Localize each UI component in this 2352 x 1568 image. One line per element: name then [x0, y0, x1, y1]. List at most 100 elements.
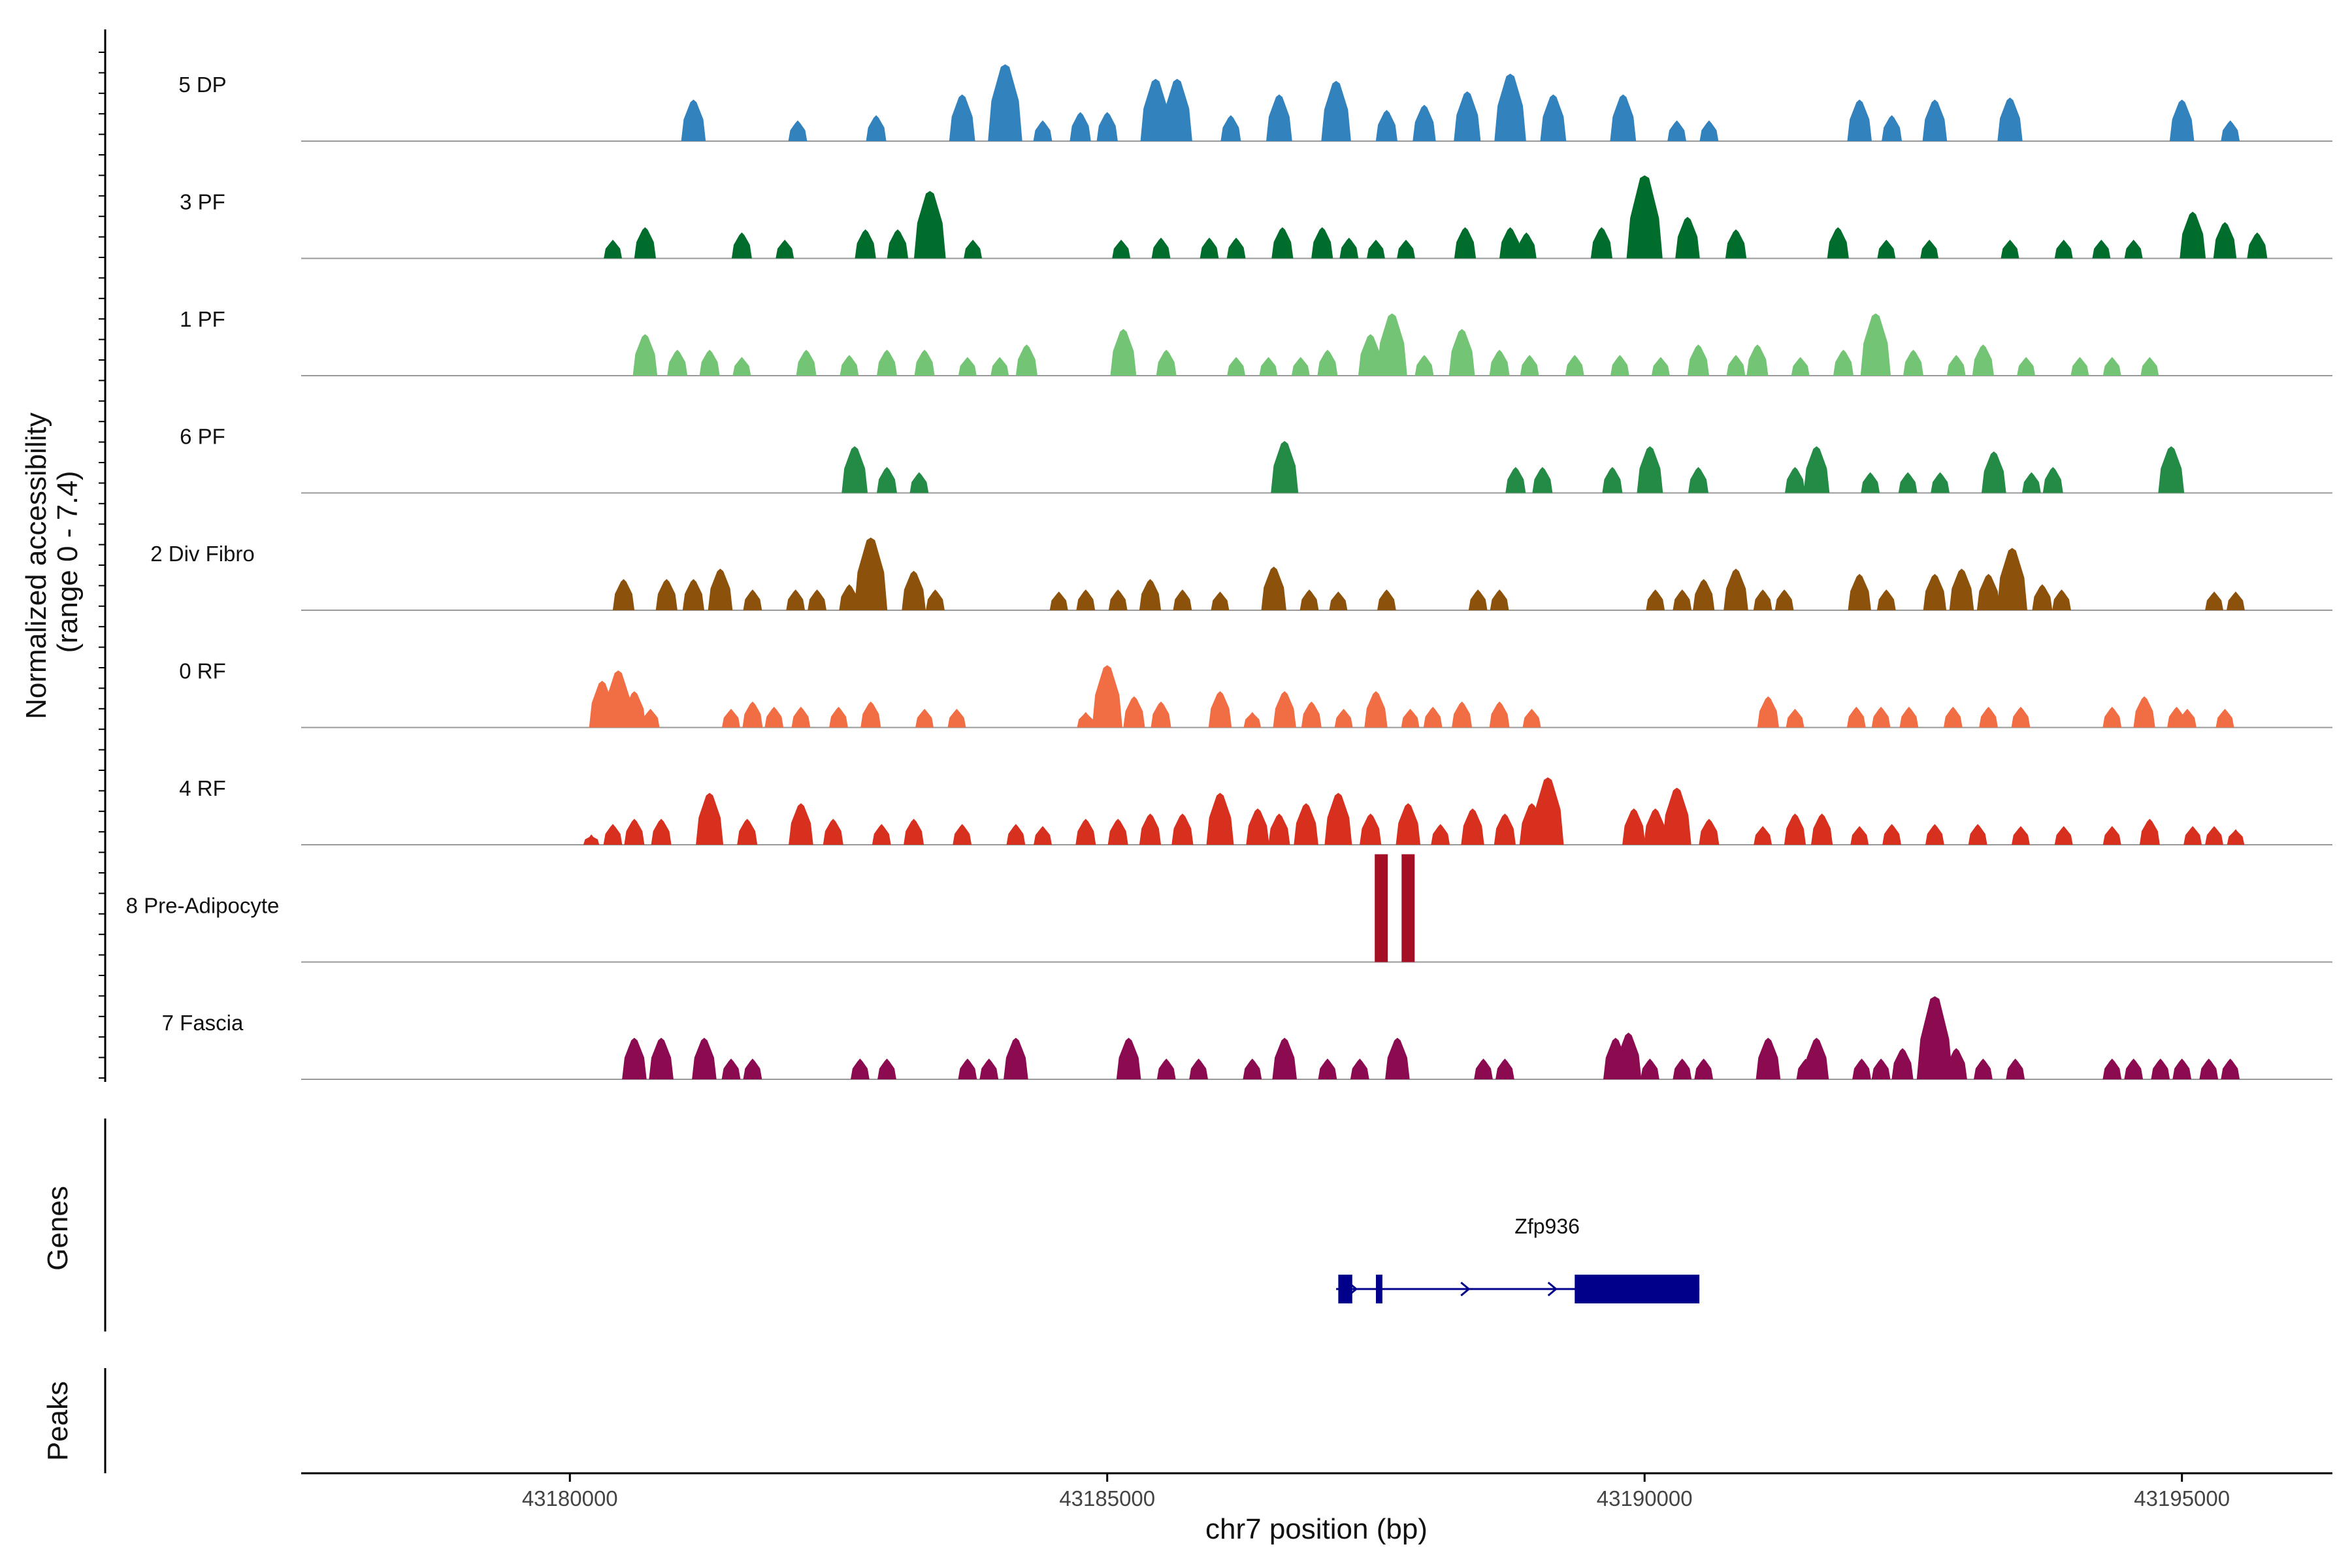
coverage-peak [1271, 227, 1294, 259]
coverage-peak [1324, 792, 1352, 845]
coverage-peak [1377, 589, 1396, 610]
coverage-peak [914, 191, 946, 259]
gene-exon [1338, 1275, 1352, 1303]
coverage-peak [979, 1058, 999, 1079]
coverage-peak [1753, 589, 1772, 610]
coverage-peak [887, 229, 909, 259]
coverage-peak [1243, 1058, 1262, 1079]
coverage-peak [2221, 1058, 2240, 1079]
coverage-peak [1211, 591, 1230, 610]
coverage-peak [1139, 813, 1162, 845]
coverage-peak [743, 589, 762, 610]
coverage-peak [1876, 589, 1896, 610]
coverage-peak [1931, 472, 1950, 493]
coverage-peak [947, 708, 966, 728]
track-6: 4 RF [179, 776, 2332, 845]
coverage-peak [1070, 112, 1091, 141]
coverage-peak [990, 357, 1009, 376]
coverage-peak [2022, 472, 2041, 493]
coverage-peak [1220, 115, 1241, 141]
coverage-peak [1360, 813, 1382, 845]
coverage-peak [953, 824, 972, 845]
coverage-peak [1226, 237, 1246, 259]
coverage-peak [696, 792, 724, 845]
coverage-peak [1757, 696, 1779, 728]
coverage-peak [2221, 120, 2240, 141]
coverage-peak [1946, 355, 1966, 376]
coverage-peak [926, 589, 945, 610]
coverage-peak [1489, 701, 1510, 728]
coverage-peak [1505, 466, 1526, 493]
coverage-peak [915, 708, 934, 728]
coverage-peak [2102, 826, 2121, 845]
coverage-peak [1227, 357, 1246, 376]
coverage-peak [2042, 466, 2063, 493]
coverage-peak [1271, 441, 1299, 493]
coverage-peak [1033, 120, 1053, 141]
coverage-peak [1123, 696, 1145, 728]
coverage-peak [1076, 589, 1096, 610]
x-axis-ticks: 43180000 43185000 43190000 43195000 [522, 1473, 2230, 1511]
coverage-peak [1945, 1048, 1967, 1079]
coverage-peak [1401, 708, 1420, 728]
track-0: 5 DP [178, 64, 2332, 142]
track-label: 7 Fascia [162, 1011, 244, 1035]
coverage-peak [1339, 237, 1359, 259]
coverage-peak [2199, 1058, 2219, 1079]
coverage-peak [2012, 826, 2030, 845]
coverage-peak [1494, 73, 1526, 141]
coverage-peak [1107, 819, 1128, 845]
peaks-panel-title: Peaks [42, 1381, 74, 1461]
coverage-peak [1358, 334, 1383, 376]
coverage-peak [988, 64, 1022, 141]
coverage-peak [1646, 589, 1665, 610]
track-5: 0 RF [179, 659, 2332, 728]
coverage-peak [2158, 446, 2185, 493]
coverage-peak [872, 824, 891, 845]
coverage-peak [902, 570, 926, 610]
coverage-peak [796, 350, 817, 376]
coverage-peak [877, 466, 897, 493]
coverage-peak [1495, 1058, 1514, 1079]
coverage-peak [1140, 78, 1171, 141]
coverage-peak [1791, 357, 1810, 376]
y-axis-title-line2: (range 0 - 7.4) [52, 471, 84, 653]
coverage-peak [1261, 566, 1286, 610]
coverage-peak [1171, 813, 1194, 845]
coverage-peak [1156, 350, 1177, 376]
coverage-peak [1004, 1037, 1028, 1079]
coverage-peak [1499, 227, 1522, 259]
coverage-peak [2102, 1058, 2122, 1079]
coverage-peak [1746, 344, 1769, 376]
coverage-peak [1350, 1058, 1369, 1079]
coverage-peak [808, 589, 826, 610]
coverage-peak [1490, 589, 1509, 610]
track-label: 2 Div Fibro [150, 542, 255, 566]
coverage-peak [1949, 568, 1974, 610]
coverage-peak [1139, 579, 1162, 610]
coverage-peak [1877, 239, 1896, 259]
coverage-peak [860, 701, 881, 728]
coverage-peak [1266, 94, 1292, 141]
coverage-peak [964, 239, 983, 259]
coverage-peak [1092, 665, 1122, 728]
coverage-peak [1848, 574, 1871, 610]
coverage-peak [1968, 824, 1987, 845]
coverage-peak [1259, 357, 1278, 376]
track-label: 8 Pre-Adipocyte [126, 894, 280, 918]
coverage-peak [2151, 1058, 2170, 1079]
coverage-peak [877, 1058, 896, 1079]
coverage-peak [1206, 792, 1234, 845]
coverage-peak [1454, 227, 1477, 259]
track-label: 6 PF [180, 425, 225, 449]
coverage-peak [1982, 451, 2006, 493]
coverage-peak [1846, 706, 1866, 728]
coverage-peak [839, 584, 860, 610]
coverage-peak [681, 99, 706, 141]
coverage-peak [1602, 466, 1623, 493]
coverage-peak [1375, 110, 1397, 141]
coverage-peak [1723, 568, 1748, 610]
strand-arrow [1547, 1281, 1558, 1297]
coverage-peak [1364, 691, 1388, 728]
coverage-peak [2054, 826, 2073, 845]
